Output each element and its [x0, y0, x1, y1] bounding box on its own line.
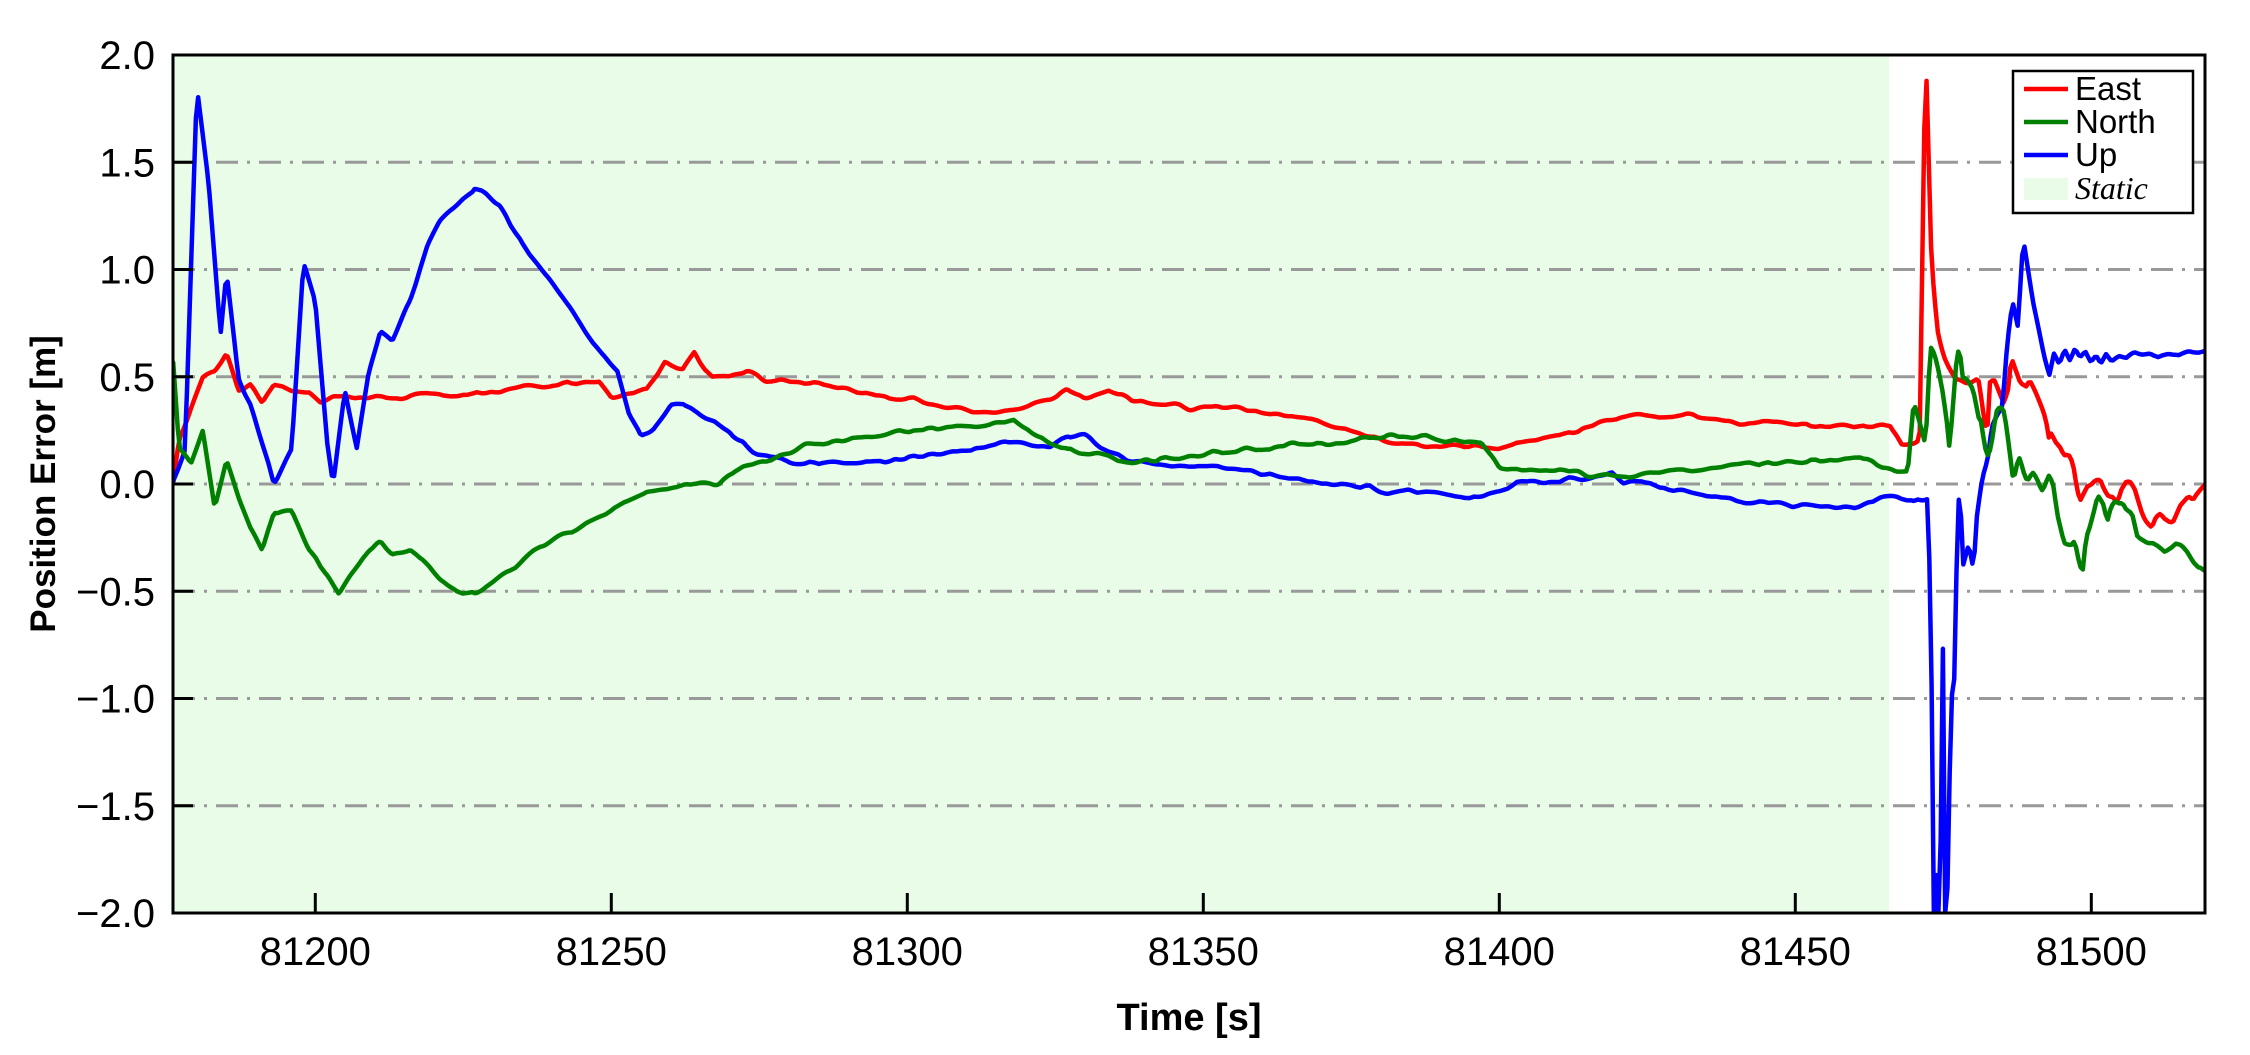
svg-text:81500: 81500 [2036, 930, 2147, 974]
svg-text:81400: 81400 [1444, 930, 1555, 974]
svg-text:0.5: 0.5 [99, 356, 155, 400]
svg-text:−1.0: −1.0 [76, 678, 155, 722]
svg-text:Time [s]: Time [s] [1116, 997, 1261, 1039]
svg-text:Position Error [m]: Position Error [m] [24, 335, 63, 633]
svg-text:Static: Static [2075, 170, 2148, 206]
svg-text:East: East [2075, 70, 2141, 107]
svg-text:81450: 81450 [1740, 930, 1851, 974]
svg-text:−1.5: −1.5 [76, 785, 155, 829]
svg-text:2.0: 2.0 [99, 34, 155, 78]
svg-text:1.0: 1.0 [99, 249, 155, 293]
svg-text:81250: 81250 [556, 930, 667, 974]
svg-text:81300: 81300 [852, 930, 963, 974]
svg-text:−0.5: −0.5 [76, 570, 155, 614]
svg-text:1.5: 1.5 [99, 141, 155, 185]
svg-text:81350: 81350 [1148, 930, 1259, 974]
svg-text:0.0: 0.0 [99, 463, 155, 507]
svg-text:81200: 81200 [260, 930, 371, 974]
svg-text:Up: Up [2075, 136, 2117, 173]
svg-text:−2.0: −2.0 [76, 892, 155, 936]
svg-text:North: North [2075, 103, 2156, 140]
